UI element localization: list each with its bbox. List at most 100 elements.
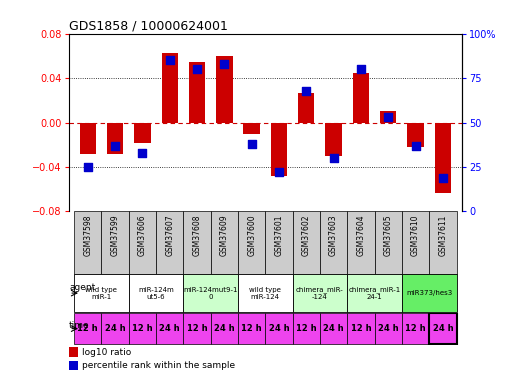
- Text: 24 h: 24 h: [269, 324, 289, 333]
- Bar: [429, 211, 457, 273]
- Text: 24 h: 24 h: [323, 324, 344, 333]
- Bar: [101, 313, 129, 344]
- Bar: [211, 313, 238, 344]
- Bar: [189, 62, 205, 123]
- Text: chimera_miR-
-124: chimera_miR- -124: [296, 286, 344, 300]
- Bar: [266, 313, 293, 344]
- Bar: [216, 56, 232, 123]
- Text: GSM37603: GSM37603: [329, 214, 338, 256]
- Text: 24 h: 24 h: [214, 324, 234, 333]
- Point: [165, 57, 174, 63]
- Bar: [320, 313, 347, 344]
- Text: 24 h: 24 h: [105, 324, 125, 333]
- Bar: [374, 313, 402, 344]
- Bar: [380, 111, 397, 123]
- Point: [193, 66, 201, 72]
- Point: [384, 114, 392, 120]
- Bar: [408, 123, 424, 147]
- Bar: [156, 211, 183, 273]
- Bar: [374, 211, 402, 273]
- Bar: [243, 123, 260, 134]
- Text: log10 ratio: log10 ratio: [82, 348, 131, 357]
- Point: [439, 175, 447, 181]
- Bar: [320, 211, 347, 273]
- Point: [302, 88, 310, 94]
- Text: GSM37608: GSM37608: [193, 214, 202, 256]
- Text: GSM37611: GSM37611: [438, 214, 447, 256]
- Text: GSM37606: GSM37606: [138, 214, 147, 256]
- Text: 24 h: 24 h: [159, 324, 180, 333]
- Point: [220, 61, 229, 67]
- Text: GSM37609: GSM37609: [220, 214, 229, 256]
- Text: percentile rank within the sample: percentile rank within the sample: [82, 361, 235, 370]
- Bar: [347, 313, 374, 344]
- Point: [411, 142, 420, 148]
- Bar: [435, 123, 451, 192]
- Bar: [402, 274, 457, 312]
- Text: 12 h: 12 h: [241, 324, 262, 333]
- Bar: [129, 211, 156, 273]
- Text: GSM37607: GSM37607: [165, 214, 174, 256]
- Bar: [183, 274, 238, 312]
- Bar: [298, 93, 315, 123]
- Text: 12 h: 12 h: [78, 324, 98, 333]
- Point: [111, 142, 119, 148]
- Bar: [293, 274, 347, 312]
- Bar: [80, 123, 96, 154]
- Text: GSM37599: GSM37599: [110, 214, 119, 256]
- Bar: [347, 274, 402, 312]
- Bar: [353, 73, 369, 123]
- Point: [83, 164, 92, 170]
- Point: [357, 66, 365, 72]
- Bar: [293, 211, 320, 273]
- Text: miR373/hes3: miR373/hes3: [406, 290, 452, 296]
- Bar: [74, 211, 101, 273]
- Point: [275, 169, 283, 175]
- Text: miR-124mut9-1
0: miR-124mut9-1 0: [183, 286, 238, 300]
- Bar: [238, 211, 265, 273]
- Bar: [162, 53, 178, 123]
- Text: GSM37604: GSM37604: [356, 214, 365, 256]
- Text: 12 h: 12 h: [406, 324, 426, 333]
- Bar: [402, 313, 429, 344]
- Text: GSM37610: GSM37610: [411, 214, 420, 256]
- Bar: [238, 274, 293, 312]
- Bar: [402, 211, 429, 273]
- Bar: [134, 123, 150, 142]
- Bar: [293, 313, 320, 344]
- Bar: [129, 274, 183, 312]
- Bar: [74, 313, 101, 344]
- Text: GSM37605: GSM37605: [384, 214, 393, 256]
- Text: 12 h: 12 h: [132, 324, 153, 333]
- Text: agent: agent: [69, 284, 96, 292]
- Bar: [271, 123, 287, 176]
- Bar: [183, 313, 211, 344]
- Text: wild type
miR-1: wild type miR-1: [86, 286, 117, 300]
- Bar: [266, 211, 293, 273]
- Text: GSM37602: GSM37602: [302, 214, 311, 256]
- Text: chimera_miR-1
24-1: chimera_miR-1 24-1: [348, 286, 401, 300]
- Text: 24 h: 24 h: [378, 324, 399, 333]
- Point: [329, 155, 338, 161]
- Text: miR-124m
ut5-6: miR-124m ut5-6: [138, 286, 174, 300]
- Text: GSM37600: GSM37600: [247, 214, 256, 256]
- Bar: [101, 211, 129, 273]
- Bar: [69, 347, 79, 357]
- Point: [138, 150, 147, 156]
- Bar: [238, 313, 265, 344]
- Bar: [347, 211, 374, 273]
- Bar: [429, 313, 457, 344]
- Bar: [107, 123, 123, 154]
- Text: 12 h: 12 h: [351, 324, 371, 333]
- Point: [248, 141, 256, 147]
- Text: wild type
miR-124: wild type miR-124: [249, 286, 281, 300]
- Bar: [69, 361, 79, 370]
- Text: time: time: [69, 321, 90, 330]
- Bar: [211, 211, 238, 273]
- Text: 12 h: 12 h: [187, 324, 208, 333]
- Text: GDS1858 / 10000624001: GDS1858 / 10000624001: [69, 20, 228, 33]
- Bar: [156, 313, 183, 344]
- Bar: [325, 123, 342, 156]
- Bar: [74, 274, 129, 312]
- Bar: [129, 313, 156, 344]
